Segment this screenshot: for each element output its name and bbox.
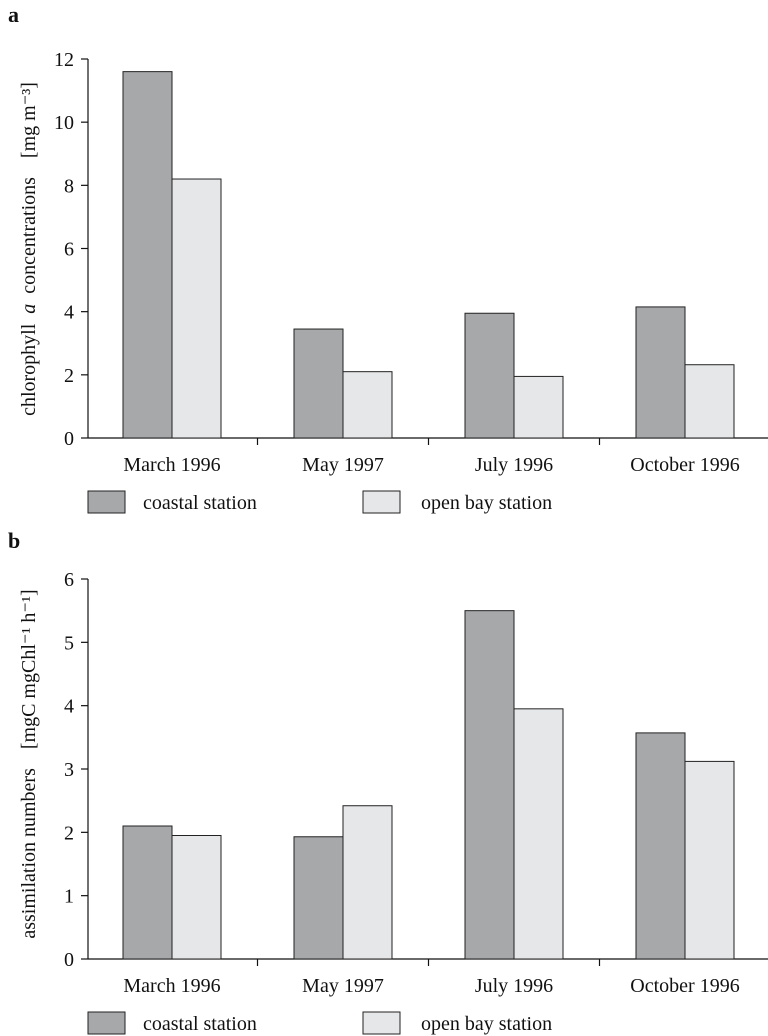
panel-b-y-tick-label: 5 — [64, 632, 74, 654]
panel-b-legend-swatch-coastal — [88, 1012, 125, 1034]
panel-b-y-tick-label: 0 — [64, 949, 74, 971]
panel-b-y-tick-label: 4 — [64, 696, 74, 718]
panel-b-x-tick-label: March 1996 — [123, 975, 220, 997]
panel-a-ylabel-italic: a — [18, 304, 40, 314]
panel-a-y-axis-title: chlorophyll a concentrations [mg m⁻³] — [18, 82, 40, 416]
panel-b-bar-open-bay — [172, 836, 221, 960]
panel-a-ylabel-main: chlorophyll — [18, 323, 40, 416]
panel-b: b assimilation numbers [mgC mgChl⁻¹ h⁻¹]… — [8, 528, 768, 1035]
panel-a-bar-open-bay — [514, 376, 563, 438]
panel-b-y-tick-label: 6 — [64, 569, 74, 591]
panel-a-y-tick-label: 2 — [64, 365, 74, 387]
panel-b-y-axis-title: assimilation numbers [mgC mgChl⁻¹ h⁻¹] — [18, 589, 40, 938]
panel-a-plot: 0 2 4 6 8 10 12 March 1996 May 1997 July 1996 Octo… — [54, 49, 768, 476]
panel-a-y-tick-label: 8 — [64, 175, 74, 197]
panel-b-legend-label-open-bay: open bay station — [421, 1013, 552, 1035]
panel-a-legend-label-open-bay: open bay station — [421, 492, 552, 514]
panel-a-y-tick-label: 0 — [64, 428, 74, 450]
panel-b-plot: 0 1 2 3 4 5 6 March 1996 May 1997 July 1996 Octobe… — [64, 569, 768, 997]
panel-b-bar-coastal — [294, 837, 343, 959]
panel-b-ylabel-main: assimilation numbers — [18, 768, 40, 939]
panel-b-x-tick-label: October 1996 — [630, 975, 739, 997]
panel-a-bar-open-bay — [172, 179, 221, 438]
panel-a-ylabel-units: [mg m⁻³] — [18, 82, 40, 158]
panel-b-legend-swatch-open-bay — [363, 1012, 400, 1034]
panel-b-legend: coastal station open bay station — [88, 1012, 552, 1035]
panel-b-y-tick-label: 1 — [64, 886, 74, 908]
panel-a-y-tick-label: 6 — [64, 239, 74, 261]
panel-a-y-tick-label: 4 — [64, 302, 74, 324]
panel-a-bar-open-bay — [685, 365, 734, 438]
panel-b-bar-coastal — [636, 733, 685, 959]
panel-a-legend-swatch-open-bay — [363, 491, 400, 513]
panel-b-legend-label-coastal: coastal station — [143, 1013, 257, 1035]
panel-a-bar-coastal — [465, 313, 514, 438]
panel-b-bar-coastal — [465, 611, 514, 959]
panel-b-letter: b — [8, 528, 20, 553]
panel-b-x-tick-label: July 1996 — [475, 975, 553, 997]
panel-a: a chlorophyll a concentrations [mg m⁻³] … — [8, 2, 768, 514]
panel-a-x-tick-label: October 1996 — [630, 454, 739, 476]
panel-a-x-tick-label: July 1996 — [475, 454, 553, 476]
panel-b-bar-open-bay — [343, 806, 392, 959]
panel-b-bar-coastal — [123, 826, 172, 959]
panel-b-x-tick-label: May 1997 — [302, 975, 384, 997]
panel-a-y-tick-label: 10 — [54, 112, 74, 134]
panel-a-x-tick-label: March 1996 — [123, 454, 220, 476]
panel-a-bar-open-bay — [343, 372, 392, 438]
panel-a-y-tick-label: 12 — [54, 49, 74, 71]
panel-a-legend: coastal station open bay station — [88, 491, 552, 514]
panel-a-x-tick-label: May 1997 — [302, 454, 384, 476]
panel-a-ylabel-rest: concentrations — [18, 177, 40, 294]
panel-a-letter: a — [8, 2, 19, 27]
panel-b-y-tick-label: 3 — [64, 759, 74, 781]
panel-a-bar-coastal — [294, 329, 343, 438]
panel-b-ylabel-units: [mgC mgChl⁻¹ h⁻¹] — [18, 589, 40, 749]
panel-b-bar-open-bay — [514, 709, 563, 959]
panel-a-bar-coastal — [123, 72, 172, 438]
panel-a-legend-swatch-coastal — [88, 491, 125, 513]
panel-b-bar-open-bay — [685, 761, 734, 959]
panel-a-legend-label-coastal: coastal station — [143, 492, 257, 514]
panel-b-y-tick-label: 2 — [64, 822, 74, 844]
panel-a-bar-coastal — [636, 307, 685, 438]
